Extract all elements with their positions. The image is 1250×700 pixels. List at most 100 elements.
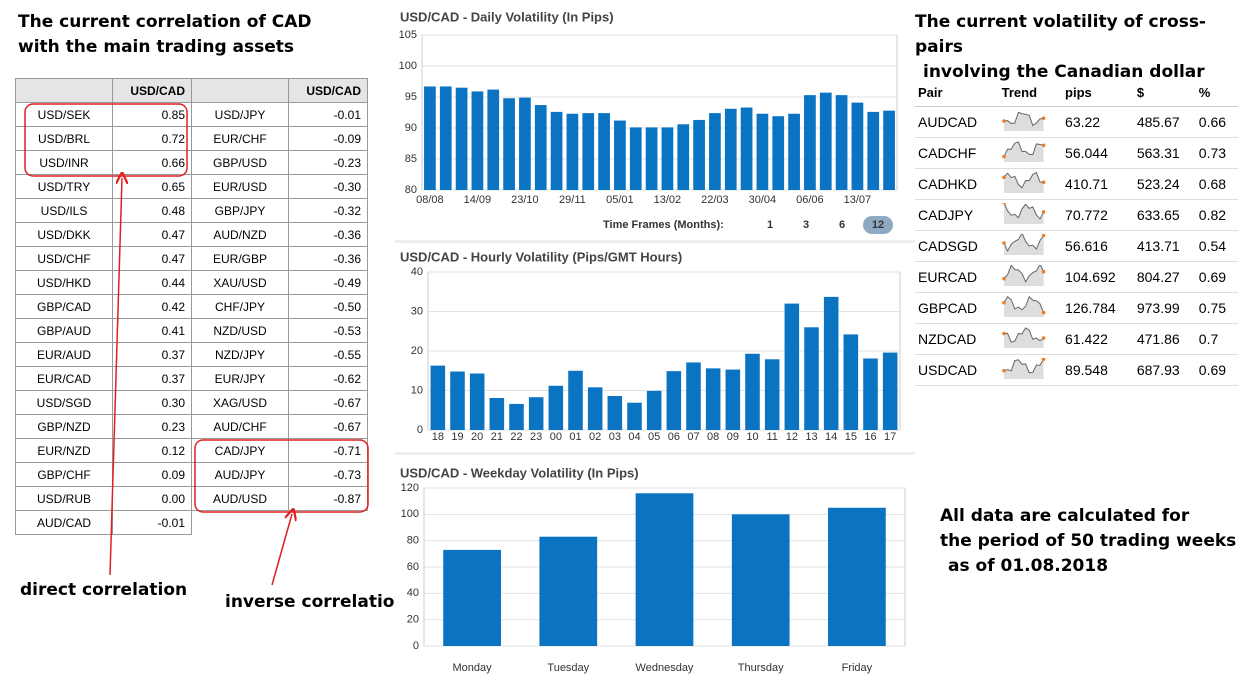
time-frame-option[interactable]: 6 bbox=[839, 219, 845, 231]
bar bbox=[439, 86, 452, 190]
x-tick-label: Monday bbox=[453, 662, 493, 674]
sparkline-line bbox=[1003, 201, 1044, 220]
x-tick-label: 13/07 bbox=[844, 194, 872, 206]
cell: 687.93 bbox=[1133, 354, 1196, 386]
bar bbox=[629, 127, 642, 190]
time-frame-option[interactable]: 1 bbox=[767, 219, 773, 231]
header-blank bbox=[15, 78, 113, 103]
pair: GBP/CHF bbox=[15, 462, 113, 487]
bar bbox=[843, 334, 859, 430]
x-tick-label: 10 bbox=[746, 431, 758, 443]
right-title: The current volatility of cross-pairs in… bbox=[915, 10, 1250, 85]
correlation: -0.87 bbox=[288, 486, 368, 511]
sparkline bbox=[1001, 171, 1046, 193]
sparkline-line bbox=[1003, 358, 1044, 373]
pair: CADCHF bbox=[915, 137, 999, 169]
sparkline-line bbox=[1003, 262, 1044, 283]
pair: EUR/CHF bbox=[191, 126, 289, 151]
time-frame-selected[interactable] bbox=[863, 216, 893, 234]
x-tick-label: 23 bbox=[530, 431, 542, 443]
sparkline-dot bbox=[1041, 180, 1046, 184]
pair: CAD/JPY bbox=[191, 438, 289, 463]
header-row: Pair Trend pips $% bbox=[915, 78, 1238, 107]
sparkline-dot bbox=[1001, 154, 1006, 158]
x-tick-label: 17 bbox=[884, 431, 896, 443]
pair: USD/SGD bbox=[15, 390, 113, 415]
y-tick-label: 80 bbox=[407, 535, 419, 547]
x-tick-label: Thursday bbox=[738, 662, 784, 674]
bar bbox=[851, 102, 864, 190]
correlation: 0.85 bbox=[112, 102, 192, 127]
bar bbox=[503, 98, 515, 190]
bar bbox=[645, 127, 658, 190]
cell: 56.616 bbox=[1062, 230, 1134, 262]
bar bbox=[582, 113, 595, 190]
cell: 563.31 bbox=[1133, 137, 1196, 169]
time-frame-option[interactable]: 12 bbox=[872, 219, 884, 231]
bar bbox=[534, 105, 547, 190]
separator bbox=[395, 452, 915, 455]
time-frame-option[interactable]: 3 bbox=[803, 219, 809, 231]
bar bbox=[883, 110, 895, 190]
bar bbox=[823, 296, 839, 430]
bar bbox=[725, 369, 741, 430]
pair: AUD/CHF bbox=[191, 414, 289, 439]
x-tick-label: 14/09 bbox=[464, 194, 492, 206]
bar bbox=[455, 87, 468, 190]
sparkline-area bbox=[1003, 296, 1044, 317]
cell: 104.692 bbox=[1062, 261, 1134, 293]
bar bbox=[828, 507, 886, 646]
cell: 0.69 bbox=[1195, 261, 1238, 293]
bar bbox=[430, 365, 446, 430]
sparkline-area bbox=[1003, 111, 1044, 131]
y-tick-label: 0 bbox=[413, 640, 419, 652]
pair: EUR/CAD bbox=[15, 366, 113, 391]
trend-cell bbox=[998, 137, 1063, 169]
trend-cell bbox=[998, 292, 1063, 324]
pair: USD/INR bbox=[15, 150, 113, 175]
bar bbox=[566, 113, 579, 190]
x-tick-label: 30/04 bbox=[749, 194, 777, 206]
bar bbox=[646, 390, 662, 430]
chart-title: USD/CAD - Hourly Volatility (Pips/GMT Ho… bbox=[400, 249, 682, 264]
trend-cell bbox=[998, 106, 1063, 138]
bar bbox=[487, 89, 500, 190]
cell: 804.27 bbox=[1133, 261, 1196, 293]
x-tick-label: 05/01 bbox=[606, 194, 634, 206]
y-tick-label: 100 bbox=[401, 508, 419, 520]
bar bbox=[424, 86, 436, 190]
header-cell: Pair bbox=[915, 78, 999, 107]
bar bbox=[705, 368, 721, 430]
pair: USD/RUB bbox=[15, 486, 113, 511]
y-tick-label: 20 bbox=[411, 345, 423, 357]
sparkline-dot bbox=[1001, 276, 1006, 280]
separator bbox=[395, 240, 915, 243]
pair: CADJPY bbox=[915, 199, 999, 231]
bar bbox=[519, 97, 531, 190]
row: CADSGD 56.616 413.71 0.54 bbox=[915, 230, 1238, 262]
note-line: as of 01.08.2018 bbox=[948, 556, 1109, 576]
correlation: -0.32 bbox=[288, 198, 368, 223]
bar bbox=[635, 493, 694, 646]
bar bbox=[607, 396, 623, 430]
y-tick-label: 60 bbox=[407, 561, 419, 573]
sparkline-dot bbox=[1041, 233, 1046, 237]
bar bbox=[693, 119, 705, 190]
inverse-box bbox=[194, 439, 369, 513]
sparkline bbox=[1001, 231, 1046, 255]
x-tick-label: Friday bbox=[842, 662, 873, 674]
sparkline-dot bbox=[1001, 368, 1006, 373]
cell: 0.69 bbox=[1195, 354, 1238, 386]
bar bbox=[709, 113, 721, 190]
bar bbox=[550, 111, 563, 190]
y-tick-label: 80 bbox=[405, 184, 417, 196]
arrow bbox=[271, 514, 292, 586]
x-tick-label: 05 bbox=[648, 431, 660, 443]
y-tick-label: 10 bbox=[411, 384, 423, 396]
sparkline-area bbox=[1003, 171, 1044, 193]
bar bbox=[756, 113, 769, 190]
sparkline-line bbox=[1003, 295, 1044, 313]
bar bbox=[835, 95, 848, 190]
bar bbox=[471, 91, 484, 190]
sparkline-dot bbox=[1041, 142, 1046, 147]
